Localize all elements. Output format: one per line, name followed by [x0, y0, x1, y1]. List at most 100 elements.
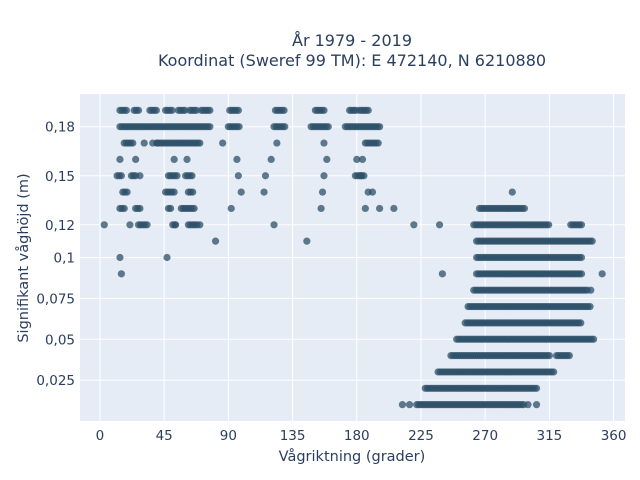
data-point — [374, 139, 382, 147]
y-tick-label: 0,12 — [45, 218, 75, 234]
data-point — [598, 270, 606, 278]
data-point — [122, 106, 130, 114]
data-point — [219, 139, 227, 147]
data-point — [550, 368, 558, 376]
data-point — [577, 253, 586, 262]
data-point — [116, 155, 124, 163]
x-tick-label: 360 — [601, 428, 627, 444]
data-point — [273, 139, 281, 147]
data-point — [320, 172, 328, 180]
y-tick-label: 0,05 — [45, 332, 75, 348]
data-point — [163, 253, 171, 262]
y-tick-label: 0,075 — [36, 291, 75, 307]
x-tick-label: 270 — [472, 428, 498, 444]
data-point — [577, 319, 585, 327]
data-point — [134, 106, 143, 114]
data-point — [565, 352, 573, 360]
x-tick-label: 135 — [280, 428, 306, 444]
data-point — [206, 106, 214, 114]
data-point — [152, 106, 160, 114]
data-point — [532, 384, 541, 392]
data-point — [126, 221, 134, 229]
data-point — [171, 221, 180, 229]
data-point — [353, 155, 361, 163]
x-tick-label: 45 — [156, 428, 173, 444]
data-point — [376, 123, 384, 131]
data-point — [170, 155, 178, 163]
data-points — [100, 106, 606, 409]
data-point — [303, 237, 311, 245]
data-point — [588, 237, 596, 245]
data-point — [227, 204, 235, 213]
data-point — [270, 221, 278, 229]
data-point — [183, 155, 191, 163]
data-point — [136, 172, 144, 180]
data-point — [234, 106, 242, 114]
data-point — [116, 253, 124, 262]
x-tick-label: 180 — [344, 428, 370, 444]
data-point — [532, 401, 541, 409]
data-point — [320, 139, 328, 147]
data-point — [435, 221, 444, 229]
data-point — [508, 188, 516, 196]
x-tick-label: 0 — [96, 428, 105, 444]
data-point — [237, 188, 245, 196]
data-point — [520, 204, 529, 213]
chart-title-line-1: År 1979 - 2019 — [292, 31, 412, 50]
data-point — [545, 352, 553, 360]
data-point — [173, 172, 181, 180]
data-point — [120, 204, 128, 213]
data-point — [586, 302, 594, 311]
data-point — [211, 237, 220, 245]
data-point — [318, 188, 327, 196]
data-point — [170, 188, 178, 196]
data-point — [117, 172, 125, 180]
data-point — [260, 188, 268, 196]
data-point — [181, 106, 189, 114]
chart-title-line-2: Koordinat (Sweref 99 TM): E 472140, N 62… — [158, 51, 546, 70]
data-point — [524, 401, 532, 409]
data-point — [234, 172, 242, 180]
y-axis-ticks: 0,025 0,05 0,075 0,1 0,12 0,15 0,18 — [36, 120, 75, 389]
data-point — [168, 106, 176, 114]
data-point — [132, 155, 140, 163]
x-tick-label: 315 — [536, 428, 562, 444]
data-point — [577, 221, 586, 229]
data-point — [196, 139, 204, 147]
data-point — [123, 188, 131, 196]
y-axis-title: Signifikant våghöjd (m) — [15, 173, 32, 342]
data-point — [323, 155, 331, 163]
data-point — [324, 123, 332, 131]
data-point — [188, 172, 196, 180]
data-point — [368, 188, 377, 196]
data-point — [398, 401, 407, 409]
data-point — [590, 335, 598, 343]
data-point — [317, 204, 325, 213]
data-point — [361, 204, 369, 213]
data-point — [376, 204, 384, 213]
data-point — [364, 106, 372, 114]
data-point — [117, 270, 125, 278]
data-point — [129, 139, 137, 147]
data-point — [358, 155, 367, 163]
data-point — [280, 106, 288, 114]
data-point — [143, 221, 151, 229]
data-point — [206, 123, 214, 131]
data-point — [153, 139, 161, 147]
x-axis-ticks: 0 45 90 135 180 225 270 315 360 — [96, 428, 627, 444]
y-tick-label: 0,025 — [36, 373, 75, 389]
x-axis-title: Vågriktning (grader) — [279, 448, 426, 465]
data-point — [192, 106, 200, 114]
data-point — [196, 221, 204, 229]
data-point — [261, 172, 270, 180]
y-tick-label: 0,15 — [45, 169, 75, 185]
data-point — [438, 270, 446, 278]
data-point — [136, 204, 144, 213]
data-point — [357, 172, 365, 180]
data-point — [233, 155, 241, 163]
y-tick-label: 0,18 — [45, 120, 75, 136]
data-point — [189, 188, 197, 196]
data-point — [320, 106, 328, 114]
data-point — [281, 123, 289, 131]
